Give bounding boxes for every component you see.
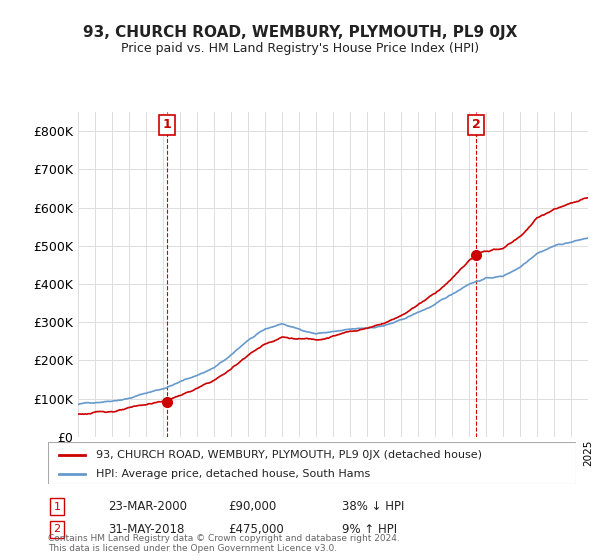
Text: 1: 1 xyxy=(163,119,171,132)
Text: £475,000: £475,000 xyxy=(228,522,284,536)
Text: Contains HM Land Registry data © Crown copyright and database right 2024.
This d: Contains HM Land Registry data © Crown c… xyxy=(48,534,400,553)
Text: 9% ↑ HPI: 9% ↑ HPI xyxy=(342,522,397,536)
Text: HPI: Average price, detached house, South Hams: HPI: Average price, detached house, Sout… xyxy=(95,469,370,479)
Text: 31-MAY-2018: 31-MAY-2018 xyxy=(108,522,184,536)
Text: 38% ↓ HPI: 38% ↓ HPI xyxy=(342,500,404,514)
Text: 1: 1 xyxy=(53,502,61,512)
Text: 93, CHURCH ROAD, WEMBURY, PLYMOUTH, PL9 0JX (detached house): 93, CHURCH ROAD, WEMBURY, PLYMOUTH, PL9 … xyxy=(95,450,482,460)
Text: 2: 2 xyxy=(472,119,481,132)
FancyBboxPatch shape xyxy=(48,442,576,484)
Text: £90,000: £90,000 xyxy=(228,500,276,514)
Text: 2: 2 xyxy=(53,524,61,534)
Text: 93, CHURCH ROAD, WEMBURY, PLYMOUTH, PL9 0JX: 93, CHURCH ROAD, WEMBURY, PLYMOUTH, PL9 … xyxy=(83,25,517,40)
Text: Price paid vs. HM Land Registry's House Price Index (HPI): Price paid vs. HM Land Registry's House … xyxy=(121,42,479,55)
Text: 23-MAR-2000: 23-MAR-2000 xyxy=(108,500,187,514)
